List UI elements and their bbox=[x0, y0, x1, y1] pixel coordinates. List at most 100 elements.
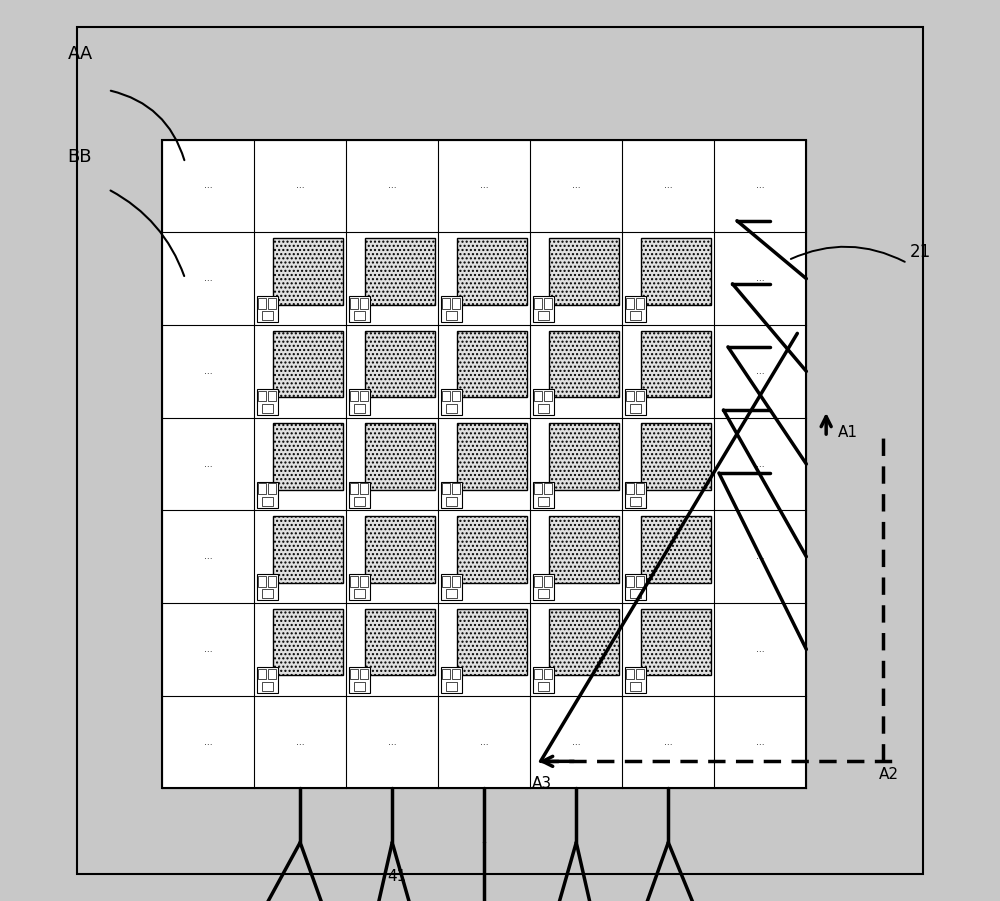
Bar bbox=[452, 576, 460, 587]
Bar bbox=[262, 404, 273, 413]
Bar bbox=[538, 589, 549, 598]
Bar bbox=[360, 298, 368, 309]
Bar bbox=[636, 669, 644, 679]
Bar bbox=[273, 238, 343, 305]
Bar bbox=[442, 669, 450, 679]
Bar bbox=[457, 423, 527, 490]
Bar bbox=[641, 331, 711, 397]
Bar bbox=[268, 576, 276, 587]
Bar bbox=[625, 389, 646, 414]
Bar bbox=[262, 682, 273, 691]
Bar bbox=[354, 404, 365, 413]
Text: ...: ... bbox=[204, 552, 212, 561]
Bar bbox=[626, 298, 634, 309]
Bar bbox=[441, 667, 462, 693]
Bar bbox=[446, 682, 457, 691]
Text: ...: ... bbox=[204, 367, 212, 376]
Bar bbox=[350, 298, 358, 309]
Bar bbox=[365, 238, 435, 305]
Bar bbox=[350, 576, 358, 587]
Bar bbox=[258, 298, 266, 309]
Bar bbox=[262, 589, 273, 598]
Bar bbox=[549, 608, 619, 676]
Text: ...: ... bbox=[296, 181, 304, 190]
Bar bbox=[549, 238, 619, 305]
Text: ...: ... bbox=[756, 552, 765, 561]
Bar bbox=[457, 331, 527, 397]
Bar bbox=[446, 496, 457, 505]
Text: ...: ... bbox=[664, 738, 673, 747]
Bar bbox=[360, 576, 368, 587]
Bar bbox=[442, 390, 450, 402]
Bar bbox=[534, 390, 542, 402]
Bar bbox=[365, 423, 435, 490]
Text: ...: ... bbox=[296, 738, 304, 747]
Text: ...: ... bbox=[204, 181, 212, 190]
Bar bbox=[625, 482, 646, 507]
Bar bbox=[257, 482, 278, 507]
Bar bbox=[452, 298, 460, 309]
Text: ...: ... bbox=[572, 181, 581, 190]
Bar bbox=[457, 608, 527, 676]
Bar bbox=[626, 576, 634, 587]
Bar bbox=[533, 574, 554, 600]
Text: A2: A2 bbox=[878, 768, 898, 782]
Bar bbox=[538, 404, 549, 413]
Bar bbox=[350, 669, 358, 679]
Bar bbox=[360, 390, 368, 402]
Bar bbox=[442, 576, 450, 587]
Bar bbox=[626, 390, 634, 402]
Text: ...: ... bbox=[388, 738, 397, 747]
Text: ...: ... bbox=[664, 181, 673, 190]
Bar bbox=[273, 516, 343, 583]
Bar bbox=[533, 389, 554, 414]
Bar bbox=[441, 574, 462, 600]
Bar bbox=[354, 589, 365, 598]
Bar bbox=[268, 298, 276, 309]
Bar bbox=[538, 496, 549, 505]
Bar bbox=[534, 298, 542, 309]
Bar bbox=[630, 682, 641, 691]
Bar bbox=[534, 576, 542, 587]
Bar bbox=[636, 390, 644, 402]
Bar bbox=[162, 140, 806, 788]
Bar bbox=[457, 516, 527, 583]
Bar bbox=[533, 296, 554, 323]
Bar bbox=[273, 331, 343, 397]
Text: 21: 21 bbox=[910, 242, 931, 260]
Bar bbox=[626, 483, 634, 494]
Text: 41: 41 bbox=[387, 869, 406, 884]
Bar bbox=[273, 423, 343, 490]
Text: ...: ... bbox=[480, 181, 489, 190]
Bar bbox=[544, 576, 552, 587]
Bar bbox=[446, 404, 457, 413]
Bar bbox=[262, 496, 273, 505]
Bar bbox=[641, 608, 711, 676]
Text: A1: A1 bbox=[838, 425, 858, 440]
Text: ...: ... bbox=[756, 460, 765, 469]
Bar bbox=[365, 516, 435, 583]
Bar bbox=[257, 296, 278, 323]
Text: ...: ... bbox=[756, 181, 765, 190]
Bar bbox=[630, 589, 641, 598]
Bar bbox=[625, 574, 646, 600]
Text: ...: ... bbox=[756, 738, 765, 747]
Text: ...: ... bbox=[204, 738, 212, 747]
Bar bbox=[452, 669, 460, 679]
Bar bbox=[349, 296, 370, 323]
Bar bbox=[258, 390, 266, 402]
Bar bbox=[446, 312, 457, 321]
Bar bbox=[452, 390, 460, 402]
Bar bbox=[350, 390, 358, 402]
Bar bbox=[258, 669, 266, 679]
Bar bbox=[349, 574, 370, 600]
Text: A3: A3 bbox=[532, 777, 552, 791]
Bar bbox=[441, 482, 462, 507]
Bar bbox=[257, 667, 278, 693]
Bar bbox=[636, 298, 644, 309]
Bar bbox=[349, 667, 370, 693]
Bar bbox=[365, 331, 435, 397]
Text: ...: ... bbox=[204, 274, 212, 283]
Bar bbox=[441, 296, 462, 323]
Bar bbox=[452, 483, 460, 494]
